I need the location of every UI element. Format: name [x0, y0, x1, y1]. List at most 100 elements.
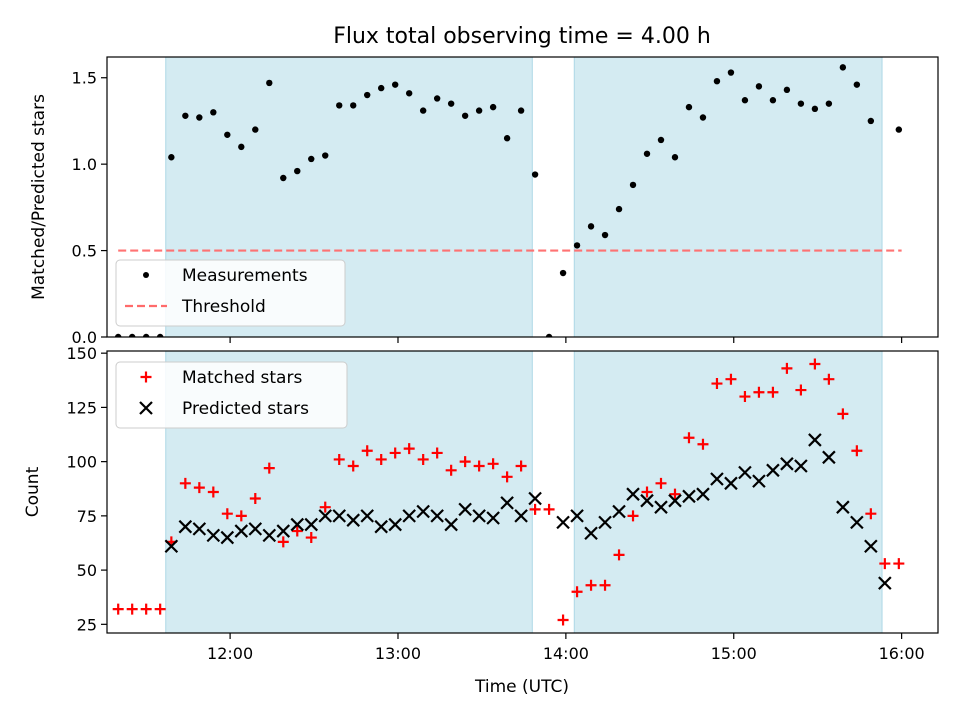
bottom-x-tick-label-1: 13:00: [375, 644, 421, 663]
top-dot-point-40: [657, 136, 665, 144]
bottom-x-point-3: [192, 522, 207, 536]
bottom-y-axis-label: Count: [23, 466, 43, 517]
bottom-legend-label-1: Matched stars: [182, 368, 302, 388]
bottom-y-tick-label-0: 25: [77, 615, 97, 634]
bottom-plus-point-15: [305, 532, 317, 544]
top-dot-point-9: [224, 131, 231, 138]
top-dot-point-22: [405, 90, 413, 97]
bottom-plus-point-53: [837, 408, 849, 420]
bottom-x-tick-label-3: 15:00: [711, 644, 757, 663]
bottom-plus-point-25: [445, 464, 457, 476]
bottom-plus-point-6: [179, 477, 191, 489]
top-dot-point-15: [308, 155, 315, 163]
top-dot-point-2: [128, 333, 136, 337]
bottom-plus-point-18: [347, 460, 359, 472]
top-dot-point-48: [769, 97, 777, 104]
top-plot-content: [114, 57, 903, 337]
bottom-plus-point-11: [249, 493, 261, 505]
bottom-x-tick-label-2: 14:00: [543, 644, 589, 663]
top-dot-point-52: [825, 100, 833, 107]
bottom-x-point-15: [360, 509, 374, 523]
bottom-plus-point-46: [739, 391, 751, 403]
bottom-plus-point-55: [865, 508, 877, 520]
bottom-x-point-14: [346, 513, 360, 527]
bottom-plus-point-9: [221, 508, 233, 520]
top-dot-point-32: [545, 333, 553, 337]
top-dot-point-31: [531, 171, 539, 178]
bottom-observing-window-2: [573, 351, 883, 633]
top-dot-point-41: [671, 154, 679, 161]
bottom-plot-content: [112, 351, 905, 633]
bottom-plus-point-45: [725, 373, 737, 385]
bottom-x-point-13: [332, 509, 347, 523]
top-dot-point-28: [489, 103, 497, 111]
bottom-x-point-50: [864, 539, 878, 554]
bottom-x-point-41: [738, 465, 752, 480]
bottom-plus-point-41: [669, 488, 681, 500]
bottom-plus-point-22: [403, 443, 415, 455]
top-dot-point-12: [266, 79, 273, 87]
top-dot-point-39: [643, 150, 651, 157]
bottom-plus-point-56: [879, 558, 891, 570]
bottom-x-point-42: [752, 474, 766, 488]
bottom-plus-point-43: [697, 438, 709, 450]
bottom-legend-label-2: Predicted stars: [182, 399, 309, 419]
bottom-plus-point-20: [375, 453, 387, 465]
top-dot-point-8: [210, 109, 217, 116]
bottom-x-point-28: [556, 515, 570, 530]
bottom-plus-point-33: [557, 614, 569, 626]
bottom-plus-point-57: [893, 558, 905, 570]
top-dot-point-10: [238, 143, 245, 151]
bottom-x-point-24: [486, 511, 500, 525]
bottom-x-point-19: [416, 504, 430, 519]
top-dot-point-35: [587, 223, 595, 230]
bottom-plus-point-16: [319, 501, 331, 513]
bottom-x-point-38: [696, 487, 710, 501]
top-dot-point-46: [741, 97, 749, 104]
bottom-series-matched-stars: [112, 358, 905, 626]
top-y-tick-label-3: 1.5: [72, 69, 97, 88]
top-dot-point-43: [699, 114, 707, 121]
bottom-plus-point-1: [112, 603, 124, 615]
top-dot-point-47: [755, 83, 763, 90]
top-dot-point-45: [727, 69, 735, 76]
bottom-plus-point-39: [641, 486, 653, 498]
bottom-plus-point-44: [711, 378, 723, 390]
bottom-axes-frame: [106, 350, 939, 634]
top-dot-point-11: [252, 126, 259, 133]
bottom-x-point-46: [808, 433, 822, 447]
top-dot-point-50: [797, 100, 805, 107]
bottom-plus-point-27: [473, 460, 485, 472]
top-legend-box: [115, 259, 346, 327]
top-legend-label-2: Threshold: [181, 297, 266, 317]
bottom-plus-point-37: [613, 549, 625, 561]
bottom-plus-point-14: [291, 525, 303, 537]
bottom-x-point-5: [220, 530, 235, 545]
bottom-plus-point-51: [809, 358, 821, 370]
top-legend-label-1: Measurements: [182, 266, 308, 286]
top-dot-point-36: [601, 231, 609, 239]
bottom-x-point-22: [458, 502, 472, 517]
bottom-plus-point-47: [753, 386, 765, 398]
bottom-x-point-32: [612, 504, 626, 519]
top-dot-point-30: [517, 107, 525, 114]
bottom-x-point-51: [878, 576, 892, 590]
bottom-x-point-11: [304, 517, 319, 532]
top-axes-frame: [106, 56, 939, 338]
bottom-x-point-29: [570, 509, 584, 523]
bottom-y-tick-label-1: 50: [77, 561, 97, 580]
top-dot-point-13: [280, 174, 287, 182]
bottom-plus-point-48: [767, 386, 779, 398]
top-legend: Measurements Threshold: [115, 259, 346, 327]
bottom-plus-point-31: [529, 503, 541, 515]
bottom-x-point-49: [850, 515, 864, 530]
bottom-plus-point-12: [263, 462, 275, 474]
bottom-x-point-7: [248, 522, 263, 536]
bottom-y-tick-label-3: 100: [66, 453, 97, 472]
top-dot-point-24: [433, 95, 441, 102]
chart-title: Flux total observing time = 4.00 h: [333, 24, 711, 49]
bottom-plus-point-28: [487, 458, 499, 470]
bottom-x-point-12: [318, 509, 333, 523]
bottom-x-point-9: [276, 524, 291, 538]
